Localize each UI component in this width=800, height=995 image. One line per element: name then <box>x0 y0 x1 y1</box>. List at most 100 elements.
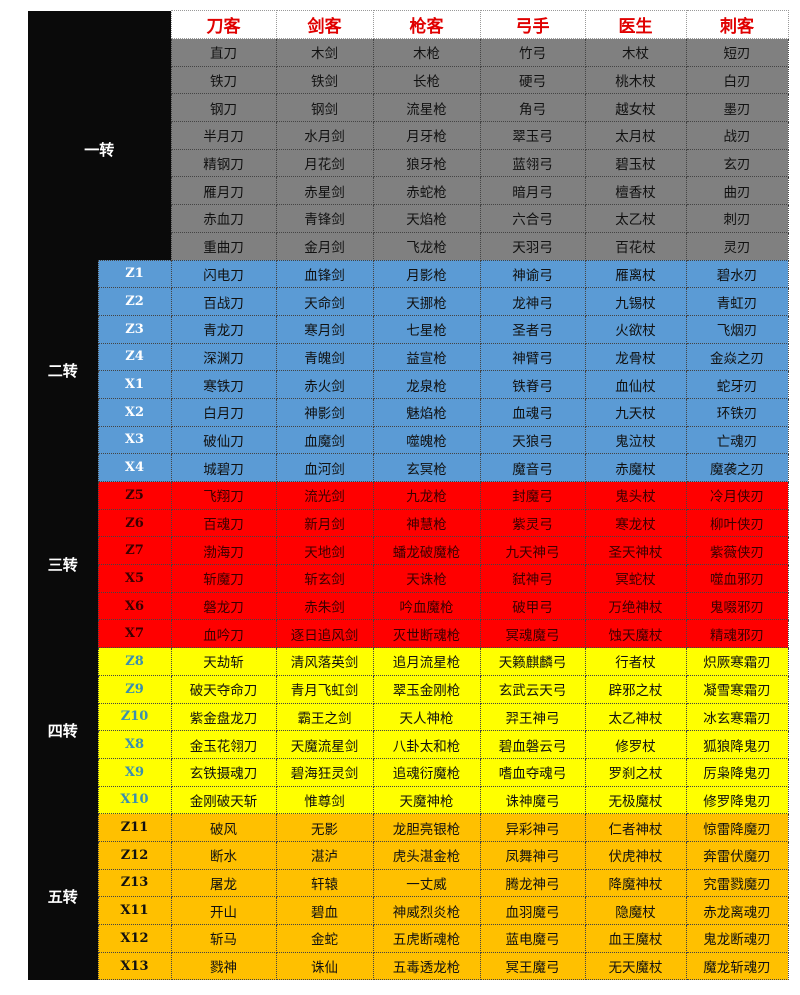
weapon-cell: 五虎断魂枪 <box>372 924 481 953</box>
table-row: Z2 百战刀 天命剑 天挪枪 龙神弓 九锡杖 青虹刃 <box>28 287 789 316</box>
weapon-cell: 赤龙离魂刃 <box>685 896 789 925</box>
weapon-cell: 蚀天魔杖 <box>584 619 687 649</box>
weapon-cell: 青虹刃 <box>685 287 789 316</box>
weapon-cell: 九天杖 <box>584 397 687 427</box>
weapon-cell: 流星枪 <box>372 93 481 123</box>
table-row: X2 白月刀 神影剑 魅焰枪 血魂弓 九天杖 环铁刃 <box>28 397 789 427</box>
weapon-cell: 金刚破天斩 <box>170 785 277 815</box>
weapon-cell: 血魂弓 <box>479 397 586 427</box>
weapon-cell: 金蛇 <box>275 924 374 953</box>
weapon-code: X10 <box>97 785 172 815</box>
weapon-cell: 白月刀 <box>170 397 277 427</box>
weapon-cell: 赤蛇枪 <box>372 176 481 206</box>
weapon-cell: 神影剑 <box>275 397 374 427</box>
weapon-cell: 墨刃 <box>685 93 789 123</box>
table-row: 四转 Z8 天劫斩 清风落英剑 追月流星枪 天籁麒麟弓 行者杖 炽厥寒霜刃 <box>28 647 789 814</box>
column-header: 枪客 <box>372 10 481 39</box>
table-row: 钢刀 钢剑 流星枪 角弓 越女杖 墨刃 <box>28 93 789 123</box>
weapon-cell: 碧水刃 <box>685 259 789 289</box>
weapon-cell: 血羽魔弓 <box>479 896 586 925</box>
weapon-cell: 仁者神杖 <box>584 813 687 842</box>
weapon-cell: 深渊刀 <box>170 342 277 372</box>
weapon-cell: 飞翔刀 <box>170 481 277 510</box>
column-header: 弓手 <box>479 10 586 39</box>
weapon-cell: 流光剑 <box>275 481 374 510</box>
weapon-code: Z7 <box>97 536 172 566</box>
weapon-cell: 八卦太和枪 <box>372 730 481 759</box>
weapon-cell: 七星枪 <box>372 314 481 344</box>
weapon-cell: 赤火剑 <box>275 370 374 399</box>
weapon-code: X13 <box>97 951 172 981</box>
weapon-cell: 行者杖 <box>584 647 687 676</box>
weapon-cell: 斩玄剑 <box>275 564 374 593</box>
table-row: Z10 紫金盘龙刀 霸王之剑 天人神枪 羿王神弓 太乙神杖 冰玄寒霜刃 <box>28 702 789 732</box>
weapon-cell: 环铁刃 <box>685 397 789 427</box>
weapon-cell: 铁剑 <box>275 65 374 95</box>
weapon-code: X11 <box>97 896 172 925</box>
weapon-cell: 天诛枪 <box>372 564 481 593</box>
weapon-cell: 玄冥枪 <box>372 453 481 482</box>
weapon-cell: 冥蛇杖 <box>584 564 687 593</box>
weapon-cell: 腾龙神弓 <box>479 868 586 898</box>
weapon-cell: 寒铁刀 <box>170 370 277 399</box>
weapon-cell: 修罗降鬼刃 <box>685 785 789 815</box>
weapon-cell: 鬼头杖 <box>584 481 687 510</box>
weapon-cell: 钢剑 <box>275 93 374 123</box>
weapon-code: X4 <box>97 453 172 482</box>
weapon-cell: 赤朱剑 <box>275 591 374 621</box>
table-row: Z12 断水 湛泸 虎头湛金枪 凤舞神弓 伏虎神杖 奔雷伏魔刃 <box>28 840 789 870</box>
table-row: X9 玄铁摄魂刀 碧海狂灵剑 追魂衍魔枪 嗜血夺魂弓 罗刹之杖 厉枭降鬼刃 <box>28 757 789 787</box>
weapon-cell: 九龙枪 <box>372 481 481 510</box>
weapon-code: Z2 <box>97 287 172 316</box>
weapon-cell: 冷月侠刃 <box>685 481 789 510</box>
table-row: Z9 破天夺命刀 青月飞虹剑 翠玉金刚枪 玄武云天弓 辟邪之杖 凝雪寒霜刃 <box>28 674 789 704</box>
weapon-code: X12 <box>97 924 172 953</box>
weapon-cell: 月影枪 <box>372 259 481 289</box>
weapon-cell: 蛇牙刃 <box>685 370 789 399</box>
table-row: X3 破仙刀 血魔剑 噬魄枪 天狼弓 鬼泣杖 亡魂刃 <box>28 425 789 455</box>
weapon-cell: 寒月剑 <box>275 314 374 344</box>
weapon-cell: 斩魔刀 <box>170 564 277 593</box>
weapon-cell: 鬼泣杖 <box>584 425 687 455</box>
weapon-cell: 雁离杖 <box>584 259 687 289</box>
weapon-cell: 无影 <box>275 813 374 842</box>
weapon-cell: 太乙神杖 <box>584 702 687 732</box>
table-row: X13 戮神 诛仙 五毒透龙枪 冥王魔弓 无天魔杖 魔龙斩魂刃 <box>28 951 789 981</box>
table-row: 二转 Z1 闪电刀 血锋剑 月影枪 神谕弓 雁离杖 碧水刃 <box>28 259 789 482</box>
weapon-cell: 长枪 <box>372 65 481 95</box>
weapon-cell: 百魂刀 <box>170 508 277 538</box>
column-header: 剑客 <box>275 10 374 39</box>
weapon-cell: 圣者弓 <box>479 314 586 344</box>
weapon-cell: 惟尊剑 <box>275 785 374 815</box>
weapon-cell: 冰玄寒霜刃 <box>685 702 789 732</box>
weapon-cell: 天羽弓 <box>479 231 586 261</box>
weapon-cell: 开山 <box>170 896 277 925</box>
weapon-code: X6 <box>97 591 172 621</box>
weapon-cell: 百战刀 <box>170 287 277 316</box>
weapon-cell: 鬼龙断魂刃 <box>685 924 789 953</box>
weapon-cell: 碧海狂灵剑 <box>275 757 374 787</box>
weapon-cell: 诛仙 <box>275 951 374 981</box>
weapon-cell: 玄刃 <box>685 148 789 178</box>
table-row: Z6 百魂刀 新月剑 神慧枪 紫灵弓 寒龙杖 柳叶侠刃 <box>28 508 789 538</box>
weapon-cell: 冥魂魔弓 <box>479 619 586 649</box>
weapon-cell: 新月剑 <box>275 508 374 538</box>
column-header: 医生 <box>584 10 687 39</box>
weapon-cell: 火欲杖 <box>584 314 687 344</box>
weapon-cell: 青龙刀 <box>170 314 277 344</box>
weapon-cell: 魔袭之刃 <box>685 453 789 482</box>
weapon-cell: 惊雷降魔刃 <box>685 813 789 842</box>
weapon-cell: 屠龙 <box>170 868 277 898</box>
weapon-cell: 羿王神弓 <box>479 702 586 732</box>
weapon-cell: 天人神枪 <box>372 702 481 732</box>
weapon-cell: 魔龙斩魂刃 <box>685 951 789 981</box>
weapon-cell: 神臂弓 <box>479 342 586 372</box>
corner-cell <box>28 10 171 39</box>
weapon-cell: 灵刃 <box>685 231 789 261</box>
weapon-cell: 炽厥寒霜刃 <box>685 647 789 676</box>
weapon-cell: 戮神 <box>170 951 277 981</box>
weapon-cell: 紫金盘龙刀 <box>170 702 277 732</box>
weapon-cell: 城碧刀 <box>170 453 277 482</box>
weapon-cell: 奔雷伏魔刃 <box>685 840 789 870</box>
weapon-cell: 魅焰枪 <box>372 397 481 427</box>
